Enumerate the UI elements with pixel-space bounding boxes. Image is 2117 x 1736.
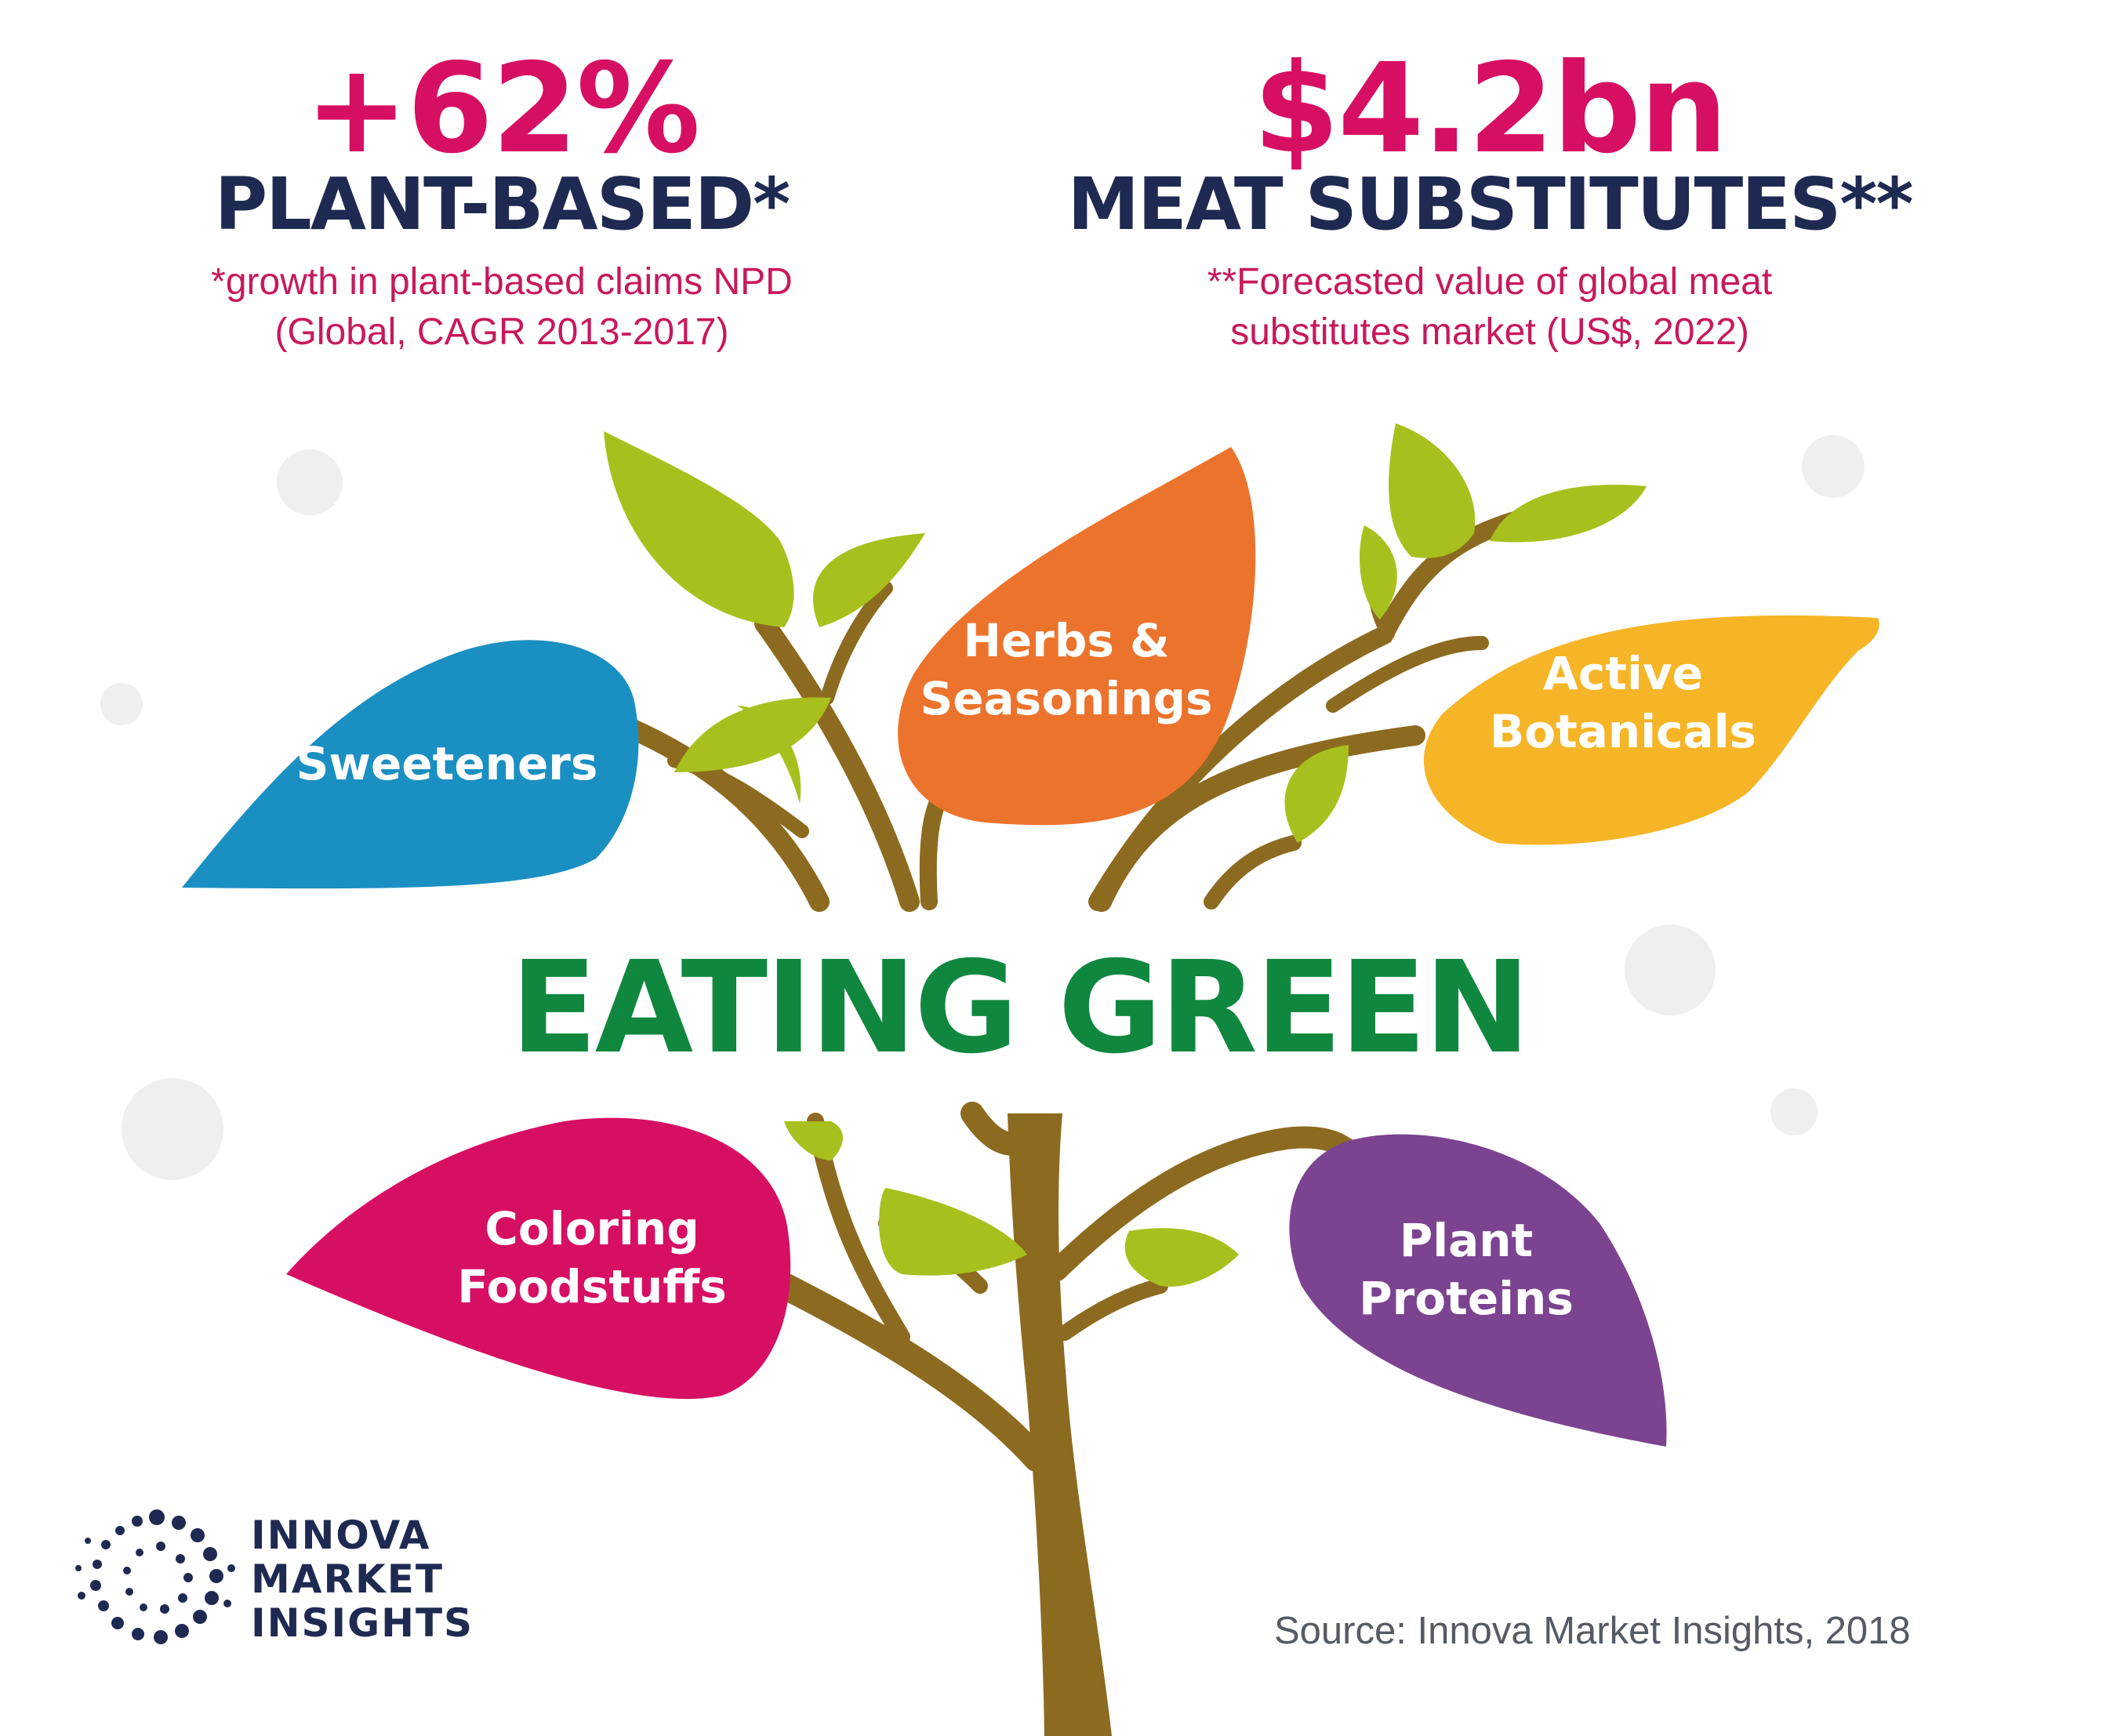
leaf-herbs-label: Herbs & Seasonings	[870, 612, 1262, 728]
leaf-proteins-label: Plant Proteins	[1302, 1211, 1631, 1327]
leaf-botanicals-line2: Botanicals	[1489, 705, 1756, 758]
green-leaf	[1284, 745, 1349, 843]
green-leaf	[1360, 525, 1397, 619]
leaf-sweeteners-line1: Sweeteners	[296, 737, 598, 790]
logo-dot	[149, 1509, 165, 1525]
stat-left-value: +62%	[304, 37, 701, 181]
logo-dot	[175, 1624, 189, 1638]
green-leaf	[674, 697, 831, 772]
logo-dot	[125, 1588, 133, 1596]
source-credit: Source: Innova Market Insights, 2018	[1274, 1610, 1911, 1652]
leaf-coloring-label: Coloring Foodstuffs	[408, 1200, 776, 1316]
trunk	[759, 1102, 1367, 1736]
logo-dot	[176, 1554, 185, 1563]
green-leaf	[784, 1121, 843, 1160]
brand-line1: INNOVA	[251, 1513, 431, 1558]
bubble	[1770, 1088, 1817, 1135]
branch	[1057, 1278, 1168, 1341]
logo-dot	[101, 1540, 111, 1549]
leaf-botanicals-shape	[1423, 615, 1879, 845]
green-leaves	[604, 423, 1647, 1287]
logo-dot	[93, 1560, 102, 1569]
brand-wordmark: INNOVA MARKET INSIGHTS	[251, 1513, 580, 1645]
leaf-sweeteners-shape	[182, 640, 639, 889]
leaf-proteins-shape	[1289, 1134, 1667, 1447]
leaf-herbs-shape	[898, 447, 1256, 826]
green-leaf	[1389, 423, 1476, 558]
branch	[754, 613, 920, 912]
background-bubbles	[100, 435, 1865, 1180]
logo-dot	[183, 1573, 193, 1582]
headline: EATING GREEN	[510, 935, 1531, 1082]
logo-dot	[111, 1617, 124, 1629]
bubble	[100, 683, 143, 725]
logo-dot	[205, 1591, 219, 1605]
bubble	[122, 1078, 223, 1180]
stat-right-note-line1: **Forecasted value of global meat	[1207, 261, 1773, 303]
bubble	[277, 449, 343, 515]
logo-dot	[136, 1549, 143, 1556]
logo-dot	[132, 1628, 144, 1640]
logo-dot	[78, 1592, 85, 1600]
stat-left-note-line1: *growth in plant-based claims NPD	[211, 261, 793, 303]
logo-dot	[172, 1516, 186, 1530]
logo-dot	[98, 1600, 109, 1611]
leaf-botanicals-line1: Active	[1542, 647, 1704, 700]
branch	[1326, 636, 1489, 713]
stat-left-label: PLANT-BASED*	[214, 162, 791, 246]
logo-dot	[203, 1547, 217, 1561]
logo-dot	[154, 1630, 168, 1644]
logo-dot	[132, 1516, 143, 1527]
bubble	[1802, 435, 1865, 498]
leaf-sweeteners-label: Sweeteners	[267, 735, 627, 793]
logo-dot	[209, 1569, 223, 1583]
branch	[1204, 835, 1302, 910]
tree-trunk	[1008, 1113, 1112, 1736]
logo-dot	[156, 1542, 165, 1551]
logo-dot	[123, 1567, 131, 1574]
leaf-proteins-line2: Proteins	[1359, 1272, 1574, 1325]
stat-right-note-line2: substitutes market (US$, 2022)	[1230, 311, 1749, 353]
green-leaf	[1124, 1228, 1239, 1287]
logo-dot	[193, 1610, 207, 1624]
leaf-botanicals-label: Active Botanicals	[1443, 645, 1803, 761]
bubble	[1625, 924, 1716, 1015]
logo-dot	[85, 1538, 91, 1544]
big-leaves	[182, 447, 1879, 1447]
logo-dot	[223, 1600, 231, 1607]
green-leaf	[737, 706, 801, 804]
branch	[820, 581, 893, 705]
brand-line3: INSIGHTS	[251, 1600, 474, 1646]
leaf-herbs-line1: Herbs &	[963, 614, 1170, 667]
green-leaf	[812, 533, 925, 627]
logo-dot	[160, 1604, 169, 1614]
stat-right-value: $4.2bn	[1253, 37, 1727, 181]
brand-line2: MARKET	[251, 1556, 444, 1602]
logo-dot	[115, 1526, 125, 1535]
green-leaf	[879, 1188, 1027, 1276]
logo-dot	[227, 1564, 235, 1572]
logo-dot	[191, 1528, 205, 1542]
leaf-coloring-line2: Foodstuffs	[457, 1260, 727, 1313]
logo-dot	[75, 1565, 82, 1571]
stat-left-note-line2: (Global, CAGR 2013-2017)	[274, 311, 729, 353]
dotted-circle-logo	[75, 1509, 235, 1644]
logo-dot	[140, 1603, 147, 1611]
leaf-proteins-line1: Plant	[1399, 1214, 1534, 1267]
leaf-coloring-shape	[286, 1117, 791, 1400]
green-leaf	[1490, 485, 1647, 543]
leaf-coloring-line1: Coloring	[485, 1202, 699, 1255]
leaf-herbs-line2: Seasonings	[920, 672, 1213, 725]
logo-dot	[178, 1593, 187, 1603]
logo-dot	[90, 1580, 101, 1591]
stat-right-label: MEAT SUBSTITUTES**	[1067, 162, 1913, 246]
branch	[960, 1102, 1048, 1156]
green-leaf	[604, 431, 794, 627]
branch	[759, 1266, 1050, 1472]
